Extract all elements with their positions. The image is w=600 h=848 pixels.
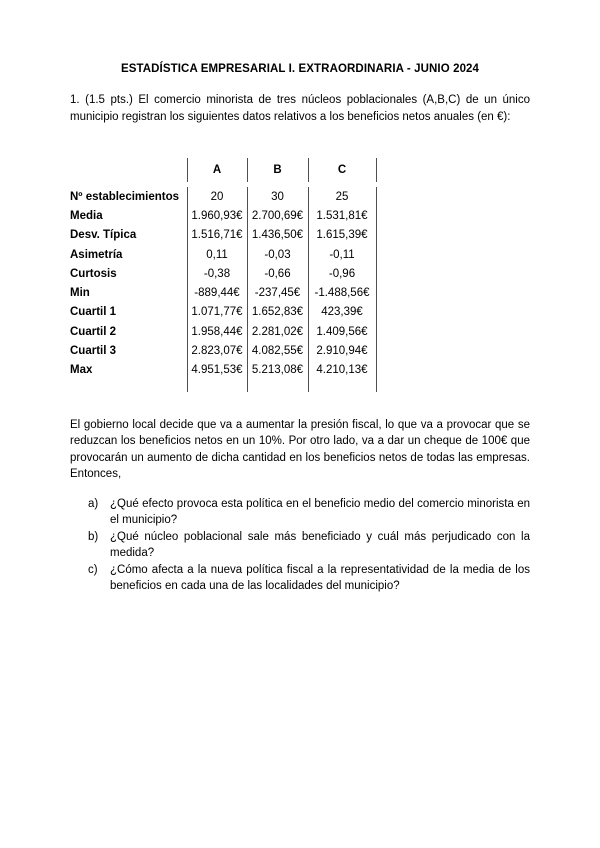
row-label: Min (70, 287, 90, 300)
table-row: Desv. Típica 1.516,71€ 1.436,50€ 1.615,3… (70, 225, 377, 245)
question-list: a) ¿Qué efecto provoca esta política en … (70, 496, 530, 595)
cell-value: 1.652,83€ (246, 302, 308, 323)
column-header-a: A (186, 158, 247, 182)
cell-value: 1.516,71€ (186, 225, 247, 245)
cell-value: 2.281,02€ (246, 322, 308, 342)
question-marker: c) (88, 563, 98, 576)
row-label: Cuartil 2 (70, 325, 117, 338)
table-row: Nº establecimientos 20 30 25 (70, 187, 377, 207)
row-label: Curtosis (70, 267, 117, 280)
table-row: Media 1.960,93€ 2.700,69€ 1.531,81€ (70, 206, 377, 226)
cell-value: -0,66 (246, 264, 308, 284)
question-marker: b) (88, 530, 99, 543)
cell-value: -0,96 (307, 264, 377, 284)
table-row: Cuartil 2 1.958,44€ 2.281,02€ 1.409,56€ (70, 322, 377, 342)
cell-value: 30 (246, 187, 308, 207)
cell-value: 5.213,08€ (246, 360, 308, 380)
cell-value: -0,38 (186, 264, 247, 284)
cell-value: 1.958,44€ (186, 322, 247, 342)
row-label: Desv. Típica (70, 229, 137, 242)
table-row: Min -889,44€ -237,45€ -1.488,56€ (70, 283, 377, 303)
cell-value: -0,03 (246, 244, 308, 265)
cell-value: 2.700,69€ (246, 206, 308, 226)
cell-value: -889,44€ (186, 283, 247, 303)
table-row: Cuartil 1 1.071,77€ 1.652,83€ 423,39€ (70, 302, 377, 323)
policy-paragraph: El gobierno local decide que va a aument… (70, 418, 530, 481)
cell-value: 25 (307, 187, 377, 207)
row-label: Cuartil 1 (70, 306, 117, 319)
statistics-table: A B C Nº establecimientos 20 30 25 Media… (70, 158, 377, 392)
cell-value: 423,39€ (307, 302, 377, 323)
column-header-b: B (246, 158, 308, 182)
cell-value: 1.960,93€ (186, 206, 247, 226)
cell-value: 1.531,81€ (307, 206, 377, 226)
cell-value: 1.436,50€ (246, 225, 308, 245)
question-text: ¿Qué efecto provoca esta política en el … (110, 497, 530, 527)
column-header-c: C (307, 158, 377, 182)
row-label: Cuartil 3 (70, 345, 117, 358)
table-row: Cuartil 3 2.823,07€ 4.082,55€ 2.910,94€ (70, 341, 377, 361)
corner-cell (70, 158, 187, 182)
question-text: ¿Cómo afecta a la nueva política fiscal … (110, 563, 530, 593)
problem-statement: 1. (1.5 pts.) El comercio minorista de t… (70, 94, 530, 123)
cell-value: -237,45€ (246, 283, 308, 303)
cell-value: 1.409,56€ (307, 322, 377, 342)
cell-value: -0,11 (307, 244, 377, 265)
page-title: ESTADÍSTICA EMPRESARIAL I. EXTRAORDINARI… (120, 63, 480, 75)
cell-value: 2.910,94€ (307, 341, 377, 361)
table-row: Curtosis -0,38 -0,66 -0,96 (70, 264, 377, 284)
cell-value: 1.615,39€ (307, 225, 377, 245)
table-rule-extension (70, 379, 377, 392)
row-label: Asimetría (70, 248, 123, 261)
question-marker: a) (88, 497, 99, 510)
cell-value: 4.082,55€ (246, 341, 308, 361)
question-item-c: c) ¿Cómo afecta a la nueva política fisc… (88, 562, 530, 595)
row-label: Nº establecimientos (70, 190, 180, 203)
cell-value: 4.951,53€ (186, 360, 247, 380)
table-row: Asimetría 0,11 -0,03 -0,11 (70, 244, 377, 265)
cell-value: -1.488,56€ (307, 283, 377, 303)
question-item-a: a) ¿Qué efecto provoca esta política en … (88, 496, 530, 529)
row-label: Media (70, 209, 103, 222)
table-row: Max 4.951,53€ 5.213,08€ 4.210,13€ (70, 360, 377, 380)
question-item-b: b) ¿Qué núcleo poblacional sale más bene… (88, 529, 530, 562)
cell-value: 4.210,13€ (307, 360, 377, 380)
row-label: Max (70, 364, 93, 377)
cell-value: 1.071,77€ (186, 302, 247, 323)
cell-value: 20 (186, 187, 247, 207)
cell-value: 0,11 (186, 244, 247, 265)
cell-value: 2.823,07€ (186, 341, 247, 361)
table-header-row: A B C (70, 158, 377, 182)
question-text: ¿Qué núcleo poblacional sale más benefic… (110, 530, 530, 560)
